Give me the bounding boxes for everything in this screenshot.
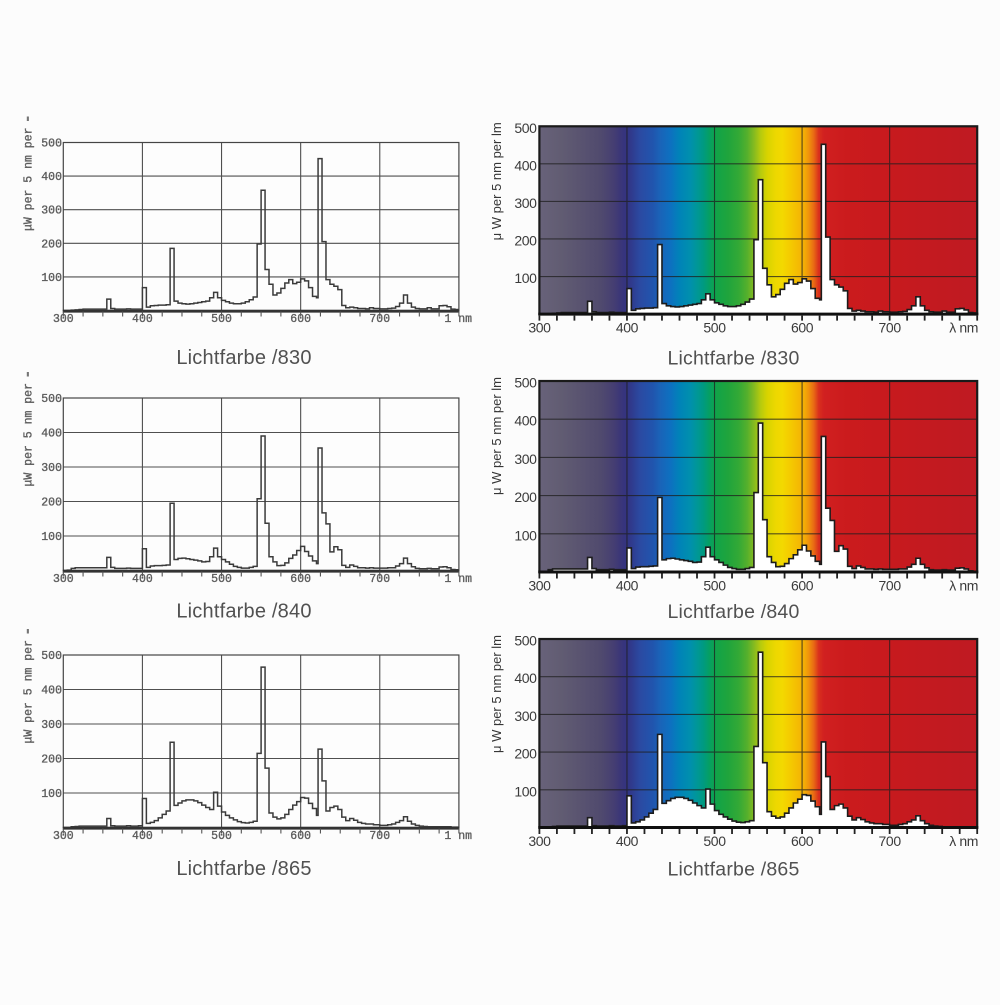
svg-text:400: 400 xyxy=(132,830,153,843)
svg-text:500: 500 xyxy=(211,313,232,326)
svg-text:600: 600 xyxy=(290,313,311,326)
svg-text:500: 500 xyxy=(703,320,726,336)
svg-text:300: 300 xyxy=(53,830,74,843)
svg-text:500: 500 xyxy=(41,393,62,406)
svg-text:700: 700 xyxy=(879,320,902,336)
svg-text:300: 300 xyxy=(514,708,537,724)
svg-text:Lichtfarbe /840: Lichtfarbe /840 xyxy=(667,601,799,623)
svg-text:λ nm: λ nm xyxy=(949,320,978,336)
svg-text:100: 100 xyxy=(41,788,62,801)
svg-text:500: 500 xyxy=(703,578,726,594)
svg-text:700: 700 xyxy=(369,830,390,843)
svg-text:1 nm: 1 nm xyxy=(444,313,472,326)
svg-text:400: 400 xyxy=(616,833,639,849)
svg-text:500: 500 xyxy=(514,120,537,136)
svg-text:300: 300 xyxy=(528,578,551,594)
svg-text:600: 600 xyxy=(791,320,814,336)
svg-text:200: 200 xyxy=(514,746,537,762)
svg-text:300: 300 xyxy=(41,205,62,218)
svg-text:200: 200 xyxy=(514,489,537,505)
svg-text:500: 500 xyxy=(514,633,537,649)
svg-text:1 nm: 1 nm xyxy=(444,830,472,843)
svg-text:Lichtfarbe /830: Lichtfarbe /830 xyxy=(176,347,311,369)
svg-text:λ nm: λ nm xyxy=(949,833,978,849)
svg-text:400: 400 xyxy=(616,320,639,336)
svg-text:100: 100 xyxy=(41,531,62,544)
svg-text:600: 600 xyxy=(290,830,311,843)
svg-text:700: 700 xyxy=(369,313,390,326)
svg-text:700: 700 xyxy=(879,833,902,849)
svg-text:μ W per 5 nm per lm: μ W per 5 nm per lm xyxy=(489,122,504,240)
svg-text:200: 200 xyxy=(514,232,537,248)
svg-text:500: 500 xyxy=(41,650,62,663)
svg-text:100: 100 xyxy=(514,527,537,543)
svg-text:Lichtfarbe /830: Lichtfarbe /830 xyxy=(667,348,799,370)
svg-text:100: 100 xyxy=(514,783,537,799)
svg-text:300: 300 xyxy=(41,719,62,732)
svg-text:200: 200 xyxy=(41,754,62,767)
svg-text:200: 200 xyxy=(41,497,62,510)
svg-text:400: 400 xyxy=(41,428,62,441)
svg-text:300: 300 xyxy=(514,451,537,467)
svg-text:500: 500 xyxy=(41,138,62,151)
svg-text:μW per 5 nm per: μW per 5 nm per xyxy=(23,383,36,487)
svg-text:1 nm: 1 nm xyxy=(444,573,472,586)
svg-text:400: 400 xyxy=(132,573,153,586)
svg-text:Lichtfarbe /865: Lichtfarbe /865 xyxy=(176,858,311,880)
svg-text:300: 300 xyxy=(528,320,551,336)
svg-text:300: 300 xyxy=(528,833,551,849)
svg-text:400: 400 xyxy=(132,313,153,326)
svg-text:Lichtfarbe /865: Lichtfarbe /865 xyxy=(667,859,799,881)
svg-text:λ nm: λ nm xyxy=(949,578,978,594)
svg-text:600: 600 xyxy=(791,578,814,594)
svg-text:μ W per 5 nm per lm: μ W per 5 nm per lm xyxy=(489,635,504,753)
svg-text:600: 600 xyxy=(290,573,311,586)
svg-text:500: 500 xyxy=(211,573,232,586)
svg-text:100: 100 xyxy=(514,270,537,286)
svg-text:500: 500 xyxy=(211,830,232,843)
svg-text:μW per 5 nm per: μW per 5 nm per xyxy=(23,640,36,744)
svg-text:400: 400 xyxy=(41,171,62,184)
svg-text:400: 400 xyxy=(616,578,639,594)
svg-text:100: 100 xyxy=(41,272,62,285)
svg-text:Lichtfarbe /840: Lichtfarbe /840 xyxy=(176,601,311,623)
svg-text:700: 700 xyxy=(879,578,902,594)
svg-text:400: 400 xyxy=(41,685,62,698)
svg-text:μ W per 5 nm per lm: μ W per 5 nm per lm xyxy=(489,377,504,495)
svg-text:μW per 5 nm per: μW per 5 nm per xyxy=(23,128,36,232)
svg-text:300: 300 xyxy=(53,573,74,586)
svg-text:300: 300 xyxy=(53,313,74,326)
svg-text:600: 600 xyxy=(791,833,814,849)
svg-text:400: 400 xyxy=(514,670,537,686)
svg-text:300: 300 xyxy=(514,195,537,211)
svg-text:500: 500 xyxy=(514,375,537,391)
svg-text:400: 400 xyxy=(514,413,537,429)
svg-text:200: 200 xyxy=(41,238,62,251)
svg-text:700: 700 xyxy=(369,573,390,586)
svg-text:400: 400 xyxy=(514,157,537,173)
svg-text:300: 300 xyxy=(41,462,62,475)
svg-text:500: 500 xyxy=(703,833,726,849)
